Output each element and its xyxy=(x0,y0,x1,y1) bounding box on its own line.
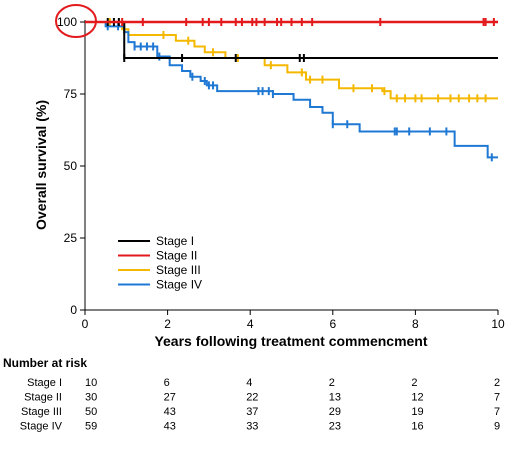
y-tick-label: 50 xyxy=(64,159,78,173)
risk-row-label: Stage I xyxy=(27,377,62,389)
risk-count: 30 xyxy=(85,392,97,404)
risk-count: 7 xyxy=(494,406,500,418)
risk-count: 10 xyxy=(85,377,97,389)
series-stage-iii xyxy=(85,18,498,103)
risk-count: 59 xyxy=(85,421,97,433)
x-tick-label: 10 xyxy=(491,317,505,331)
x-tick-label: 8 xyxy=(412,317,419,331)
risk-table-title: Number at risk xyxy=(3,356,87,370)
x-ticks: 0 2 4 6 8 10 xyxy=(82,310,505,331)
risk-count: 27 xyxy=(164,392,176,404)
risk-count: 4 xyxy=(246,377,252,389)
risk-count: 7 xyxy=(494,392,500,404)
risk-count: 16 xyxy=(411,421,423,433)
risk-count: 12 xyxy=(411,392,423,404)
risk-count: 9 xyxy=(494,421,500,433)
risk-row-label: Stage IV xyxy=(20,421,63,433)
y-tick-label: 0 xyxy=(70,303,77,317)
risk-count: 2 xyxy=(329,377,335,389)
y-tick-label: 100 xyxy=(57,15,77,29)
risk-count: 2 xyxy=(411,377,417,389)
x-axis-title: Years following treatment commencment xyxy=(154,333,427,349)
risk-count: 43 xyxy=(164,406,176,418)
risk-count: 50 xyxy=(85,406,97,418)
risk-count: 13 xyxy=(329,392,341,404)
risk-count: 37 xyxy=(246,406,258,418)
series-stage-ii xyxy=(85,18,498,26)
series-stage-iv xyxy=(85,21,498,162)
risk-count: 19 xyxy=(411,406,423,418)
risk-count: 22 xyxy=(246,392,258,404)
series-layer xyxy=(85,18,498,162)
legend-label: Stage I xyxy=(156,234,194,248)
survival-curve-stage-i xyxy=(85,21,498,59)
risk-row-label: Stage III xyxy=(21,406,62,418)
x-tick-label: 0 xyxy=(82,317,89,331)
risk-count: 2 xyxy=(494,377,500,389)
axes xyxy=(84,20,498,311)
legend-label: Stage II xyxy=(156,249,197,263)
y-axis-title: Overall survival (%) xyxy=(33,100,49,230)
risk-count: 29 xyxy=(329,406,341,418)
y-tick-label: 25 xyxy=(64,231,78,245)
legend-label: Stage IV xyxy=(156,278,202,292)
survival-curve-stage-iv xyxy=(85,21,498,159)
risk-row-label: Stage II xyxy=(24,392,62,404)
y-ticks: 0 25 50 75 100 xyxy=(57,15,85,317)
x-tick-label: 2 xyxy=(164,317,171,331)
risk-count: 23 xyxy=(329,421,341,433)
legend-label: Stage III xyxy=(156,263,201,277)
annotation-circle xyxy=(55,4,97,38)
risk-count: 6 xyxy=(164,377,170,389)
survival-curve-stage-iii xyxy=(85,21,498,100)
x-tick-label: 4 xyxy=(247,317,254,331)
risk-count: 43 xyxy=(164,421,176,433)
y-tick-label: 75 xyxy=(64,87,78,101)
x-tick-label: 6 xyxy=(329,317,336,331)
risk-count: 33 xyxy=(246,421,258,433)
